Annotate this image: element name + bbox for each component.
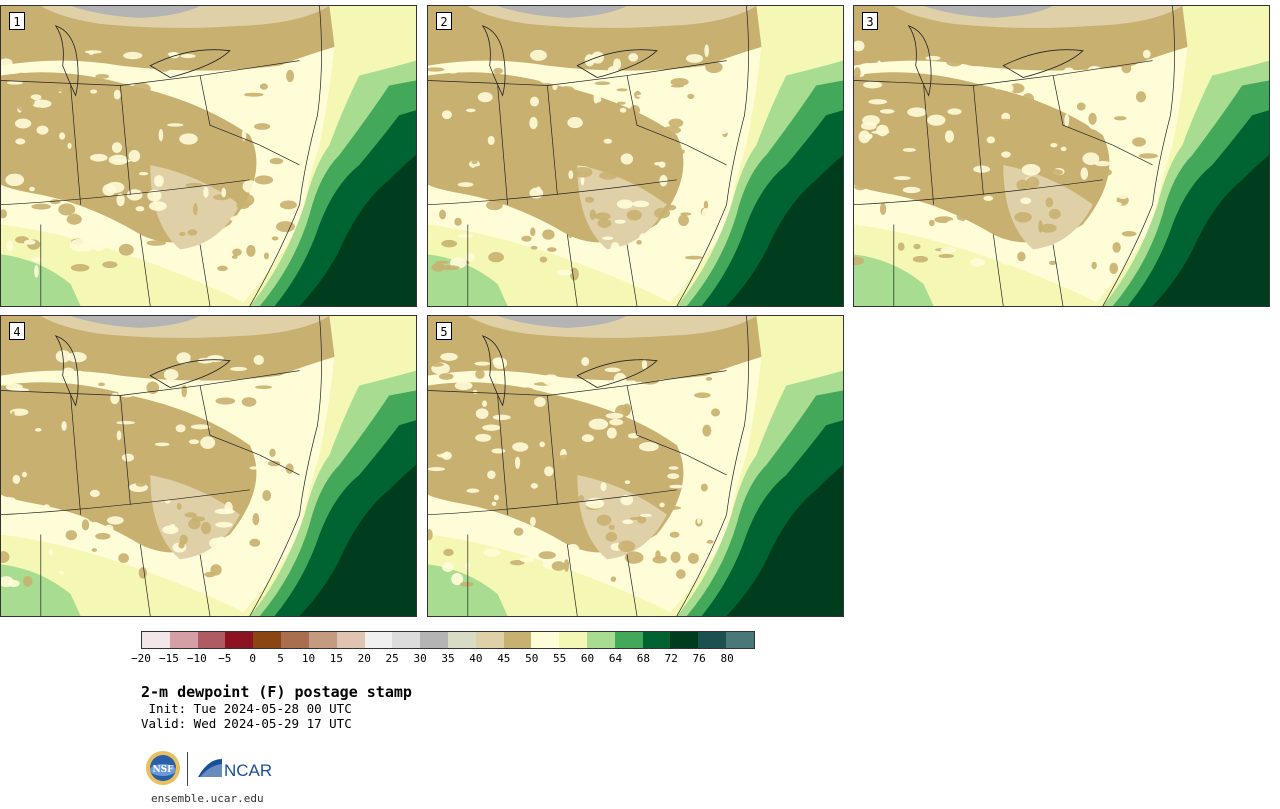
colorbar-tick-label: 0 [249, 652, 256, 665]
colorbar-tick-label: 55 [553, 652, 567, 665]
colorbar-tick-label: 30 [413, 652, 427, 665]
colorbar-swatch [503, 632, 532, 648]
colorbar-swatch [281, 632, 309, 648]
svg-text:NSF: NSF [152, 765, 174, 775]
ncar-logo: NCAR [198, 759, 272, 780]
nsf-logo: NSF [146, 751, 180, 785]
colorbar-tick-label: 60 [580, 652, 595, 665]
map-panel: 5 [427, 315, 844, 617]
colorbar-tick-label: −20 [131, 652, 151, 665]
colorbar-swatch [587, 632, 615, 648]
colorbar-swatch [475, 632, 504, 648]
footer-url[interactable]: ensemble.ucar.edu [151, 792, 264, 805]
valid-time: Valid: Wed 2024-05-29 17 UTC [141, 716, 352, 731]
colorbar-tick-label: 50 [525, 652, 539, 665]
colorbar-tick-label: 72 [664, 652, 678, 665]
colorbar-swatch [642, 632, 671, 648]
colorbar-swatch [169, 632, 198, 648]
colorbar-swatch [197, 632, 226, 648]
colorbar-swatch [420, 632, 448, 648]
map-panel: 2 [427, 5, 844, 307]
panel-number: 3 [862, 12, 878, 30]
panel-number: 1 [9, 12, 25, 30]
colorbar-ticks: −20 −15 −10 −5 0 5 10 15 20 25 30 35 40 45 50 55 60 64 68 7… [131, 652, 755, 666]
colorbar-swatch [253, 632, 282, 648]
colorbar-swatch [225, 632, 254, 648]
colorbar-tick-label: 25 [385, 652, 399, 665]
colorbar-tick-label: −5 [218, 652, 232, 665]
map-panel: 1 [0, 5, 417, 307]
colorbar-swatch [364, 632, 393, 648]
colorbar-swatch [614, 632, 643, 648]
colorbar-tick-label: −10 [186, 652, 207, 665]
logo-separator [187, 752, 188, 786]
colorbar-tick-label: 68 [636, 652, 650, 665]
colorbar-tick-label: 10 [301, 652, 316, 665]
colorbar-tick-label: 35 [441, 652, 455, 665]
colorbar-tick-label: 20 [357, 652, 371, 665]
colorbar-tick-label: 40 [469, 652, 483, 665]
colorbar-swatch [726, 632, 754, 648]
map-panel: 4 [0, 315, 417, 617]
dewpoint-map [428, 6, 843, 306]
colorbar [141, 631, 755, 649]
colorbar-swatch [698, 632, 727, 648]
colorbar-swatch [392, 632, 421, 648]
colorbar-tick-label: 76 [692, 652, 706, 665]
dewpoint-map [428, 316, 843, 616]
colorbar-swatch [531, 632, 560, 648]
panel-number: 2 [436, 12, 452, 30]
dewpoint-map [854, 6, 1269, 306]
dewpoint-map [1, 6, 416, 306]
dewpoint-map [1, 316, 416, 616]
colorbar-swatch [670, 632, 699, 648]
colorbar-swatch [559, 632, 587, 648]
colorbar-swatch [336, 632, 365, 648]
colorbar-swatch [142, 632, 170, 648]
init-time: Init: Tue 2024-05-28 00 UTC [141, 701, 352, 716]
colorbar-tick-label: 80 [720, 652, 734, 665]
colorbar-tick-label: 5 [277, 652, 284, 665]
panel-number: 5 [436, 322, 452, 340]
colorbar-tick-label: −15 [158, 652, 179, 665]
svg-text:NCAR: NCAR [224, 761, 272, 780]
colorbar-tick-label: 15 [329, 652, 343, 665]
figure-title: 2-m dewpoint (F) postage stamp [141, 683, 412, 701]
colorbar-tick-label: 45 [497, 652, 511, 665]
panel-number: 4 [9, 322, 25, 340]
map-panel: 3 [853, 5, 1270, 307]
colorbar-tick-label: 64 [608, 652, 623, 665]
colorbar-swatch [308, 632, 337, 648]
colorbar-swatch [447, 632, 476, 648]
